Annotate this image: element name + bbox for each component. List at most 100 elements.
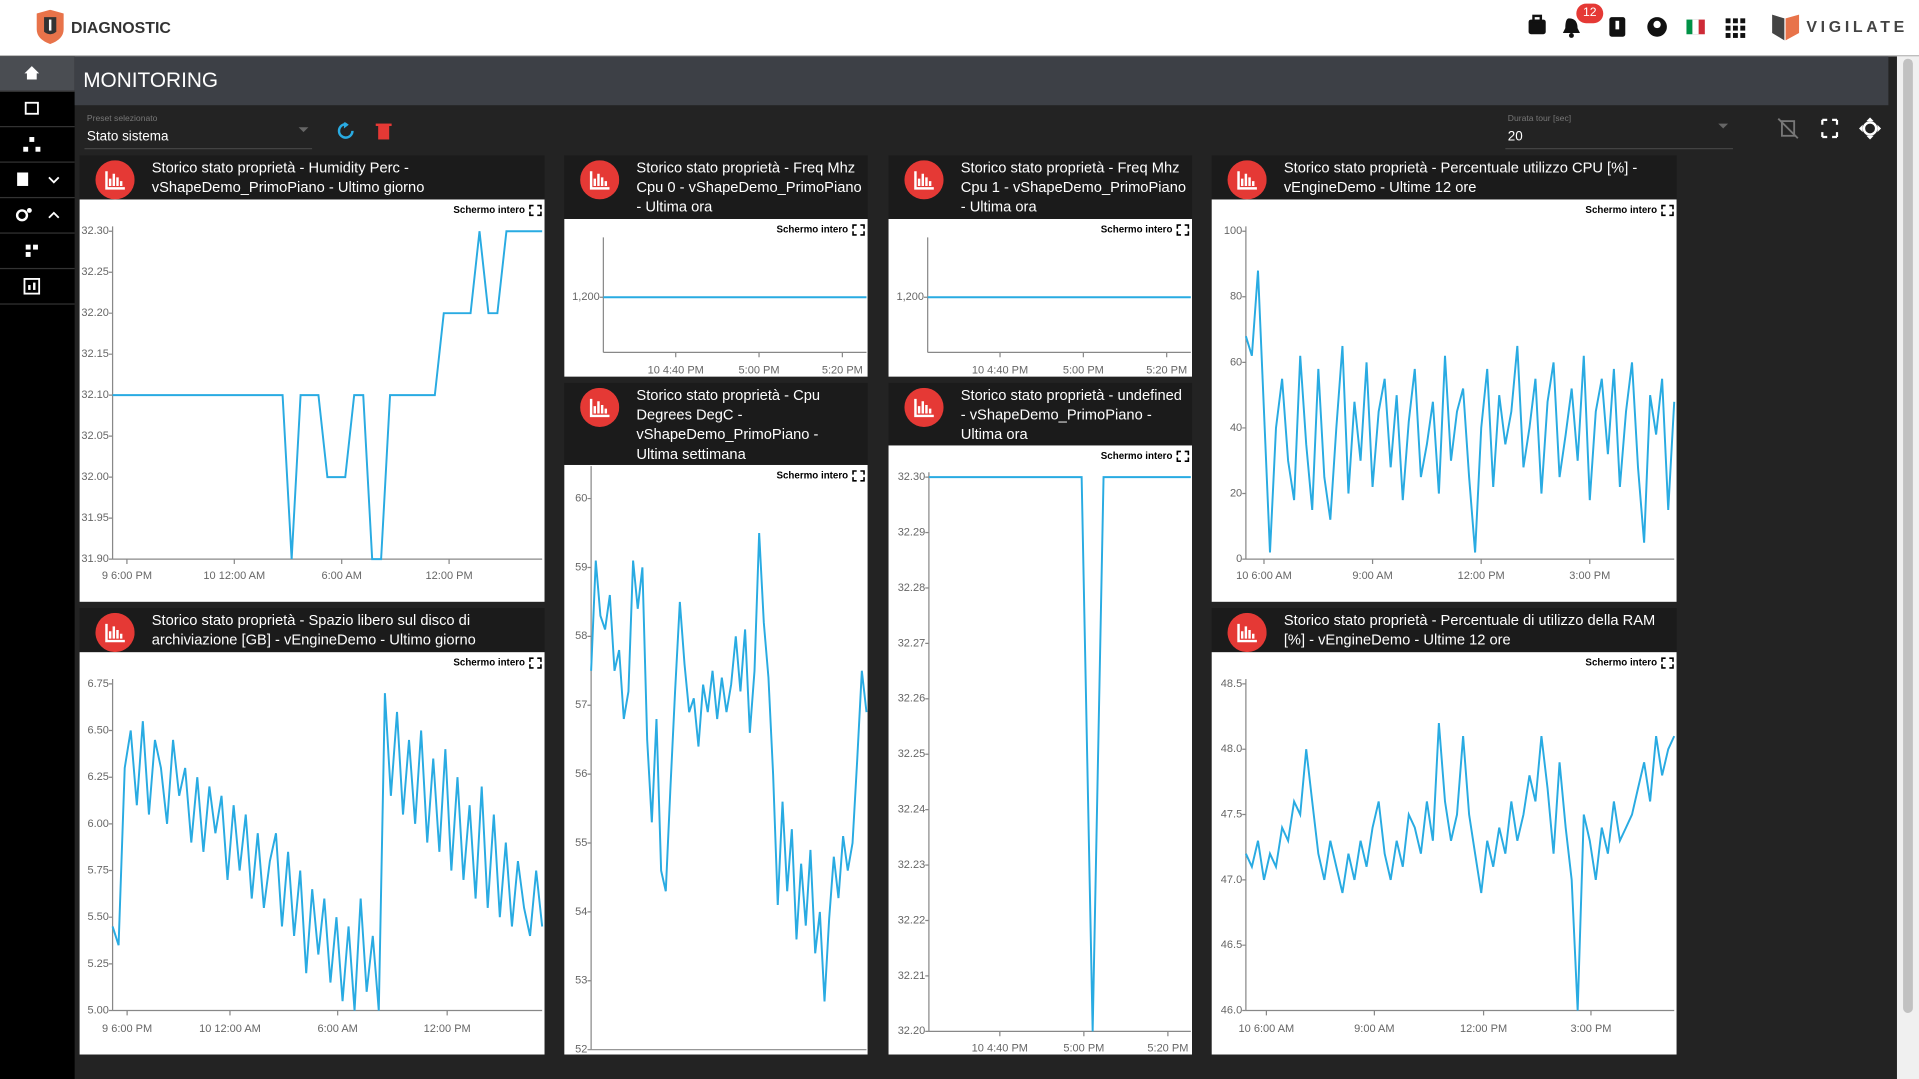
panel-header: Storico stato proprietà - Percentuale ut…	[1212, 155, 1677, 200]
data-line	[1244, 722, 1676, 1011]
nav-tree[interactable]	[0, 127, 75, 163]
tour-underline	[1505, 148, 1733, 150]
icon-glyph	[105, 623, 125, 643]
fullscreen-label[interactable]: Schermo intero	[1101, 225, 1173, 236]
x-tick-label: 5:20 PM	[822, 365, 863, 377]
chart: Schermo intero 32.20 32.21 32.22 32.23 32.24 3…	[888, 445, 1193, 1055]
y-tick-label: 32.26	[898, 693, 926, 705]
nav-widgets[interactable]	[0, 234, 75, 270]
y-tick-label: 32.20	[81, 307, 109, 319]
chart: Schermo intero 52 53 54 55 56 57 58 59 60	[564, 464, 868, 1055]
icon-circle	[1227, 160, 1267, 200]
x-tick-label: 9:00 AM	[1352, 570, 1392, 582]
icon-glyph	[1237, 171, 1257, 190]
x-tick-label: 12:00 PM	[1460, 1023, 1507, 1035]
data-line	[111, 693, 544, 1011]
icon-glyph	[914, 398, 934, 418]
fullscreen-icon	[1176, 450, 1190, 463]
y-tick-label: 46.0	[1221, 1004, 1242, 1016]
preset-value[interactable]: Stato sistema	[86, 129, 169, 145]
chart: Schermo intero 1,200 10 4:40 PM 5:00 PM 5:20…	[888, 218, 1193, 377]
preset-actions[interactable]	[294, 122, 404, 140]
icon-circle	[580, 387, 620, 427]
nav-reports[interactable]	[0, 163, 75, 199]
y-tick-label: 55	[575, 837, 587, 849]
panel-title: Storico stato proprietà - Percentuale di…	[1283, 611, 1656, 649]
fullscreen-icon	[852, 470, 865, 482]
tour-value[interactable]: 20	[1507, 129, 1523, 145]
y-tick-label: 58	[575, 630, 587, 642]
y-tick-label: 60	[575, 492, 587, 504]
chart: Schermo intero 46.0 46.5 47.0 47.5 48.0 48.5 10…	[1211, 652, 1677, 1055]
fullscreen-label[interactable]: Schermo intero	[453, 205, 525, 216]
fullscreen-icon	[1176, 224, 1190, 236]
y-tick-label: 53	[575, 975, 587, 987]
y-tick-label: 47.5	[1221, 808, 1242, 820]
x-tick-label: 6:00 AM	[317, 1023, 357, 1035]
y-tick-label: 31.95	[81, 512, 109, 524]
y-tick-label: 32.20	[898, 1025, 926, 1037]
icon-circle	[580, 160, 620, 200]
icon-glyph	[105, 171, 125, 190]
x-tick-label: 9 6:00 PM	[102, 1023, 152, 1035]
nav-home[interactable]	[0, 56, 75, 92]
data-line	[590, 532, 868, 1002]
y-tick-label: 60	[1230, 356, 1242, 368]
y-tick-label: 59	[575, 561, 587, 573]
scrollbar[interactable]	[1896, 56, 1919, 1079]
nav-dashboard[interactable]	[0, 269, 75, 305]
y-tick-label: 5.00	[87, 1004, 108, 1016]
panel-header: Storico stato proprietà - Freq Mhz Cpu 1…	[889, 155, 1193, 219]
y-tick-label: 32.28	[898, 582, 926, 594]
fullscreen-icon	[1661, 657, 1674, 669]
panel-title: Storico stato proprietà - Spazio libero …	[151, 611, 476, 649]
chart: Schermo intero 0 20 40 60 80 100 10 6:00 AM 9:00…	[1211, 199, 1677, 602]
panel-title: Storico stato proprietà - Percentuale ut…	[1283, 159, 1638, 196]
panel-icon	[580, 387, 620, 427]
fullscreen-label[interactable]: Schermo intero	[776, 225, 848, 236]
x-tick-label: 3:00 PM	[1570, 1023, 1611, 1035]
x-tick-label: 6:00 AM	[322, 570, 362, 582]
data-line	[112, 230, 543, 561]
panel-title: Storico stato proprietà - undefined - vS…	[960, 386, 1182, 443]
y-tick-label: 48.0	[1221, 743, 1242, 755]
fullscreen-icon	[1661, 204, 1674, 217]
nav-settings[interactable]	[0, 198, 75, 234]
chart: Schermo intero 31.90 31.95 32.00 32.05 32.10 3…	[79, 199, 545, 602]
panel-icon	[904, 160, 944, 200]
chart-panel: Storico stato proprietà - Cpu Degrees De…	[564, 382, 868, 1055]
chart: Schermo intero 1,200 10 4:40 PM 5:00 PM 5:20…	[564, 218, 868, 377]
icon-glyph	[589, 171, 610, 190]
preset-underline	[84, 148, 313, 150]
brand-name: VIGILATE	[1806, 17, 1908, 36]
x-tick-label: 10 12:00 AM	[199, 1023, 261, 1035]
nav-map[interactable]	[0, 92, 75, 128]
view-actions[interactable]	[1713, 117, 1884, 140]
y-tick-label: 1,200	[572, 291, 600, 303]
y-tick-label: 32.24	[898, 804, 926, 816]
x-tick-label: 10 4:40 PM	[972, 1042, 1028, 1054]
fullscreen-label[interactable]: Schermo intero	[1585, 658, 1657, 669]
panel-icon	[904, 387, 944, 427]
y-tick-label: 32.23	[898, 859, 926, 871]
toolbar-icons[interactable]	[1526, 13, 1746, 40]
chart-background	[564, 464, 868, 1055]
fullscreen-label[interactable]: Schermo intero	[453, 658, 525, 669]
x-tick-label: 12:00 PM	[426, 570, 473, 582]
x-tick-label: 9 6:00 PM	[102, 570, 152, 582]
panel-title: Storico stato proprietà - Humidity Perc …	[151, 159, 425, 196]
sidebar	[0, 56, 75, 1079]
fullscreen-label[interactable]: Schermo intero	[1585, 205, 1657, 216]
fullscreen-label[interactable]: Schermo intero	[1101, 451, 1173, 462]
y-tick-label: 5.75	[87, 864, 108, 876]
y-tick-label: 100	[1224, 225, 1242, 237]
fullscreen-label[interactable]: Schermo intero	[776, 470, 848, 481]
preset-label: Preset selezionato	[86, 114, 158, 124]
panel-header: Storico stato proprietà - Spazio libero …	[80, 608, 545, 653]
y-tick-label: 54	[575, 906, 587, 918]
fullscreen-icon	[529, 204, 542, 217]
x-tick-label: 5:20 PM	[1147, 1042, 1188, 1054]
x-tick-label: 10 4:40 PM	[648, 365, 704, 377]
panel-header: Storico stato proprietà - undefined - vS…	[889, 383, 1193, 445]
chart-background	[888, 445, 1193, 1055]
